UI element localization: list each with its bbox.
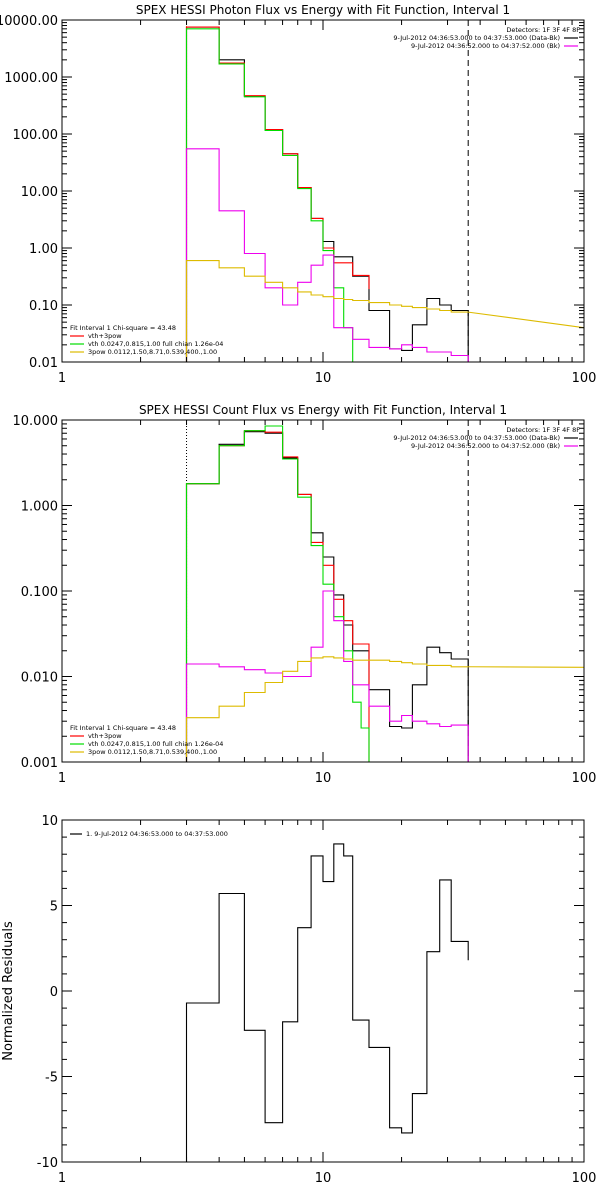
plot-area	[185, 843, 469, 1162]
x-tick-label: 100	[572, 371, 597, 386]
legend-entry-label: vth 0.0247,0.815,1.00 full chian 1.26e-0…	[88, 340, 223, 348]
legend-entry-label: 9-Jul-2012 04:36:52.000 to 04:37:52.000 …	[411, 442, 560, 450]
count-flux-panel: SPEX HESSI Count Flux vs Energy with Fit…	[13, 403, 597, 786]
legend-entry-label: 9-Jul-2012 04:36:53.000 to 04:37:53.000 …	[393, 34, 560, 42]
series-extrapolation-line	[468, 666, 584, 668]
residuals-panel: 1 10 100 -10 -5 0 5 10 Normalized Residuals 1. 9-…	[1, 814, 596, 1186]
series-vth-line	[185, 28, 354, 362]
legend-entry-label: 9-Jul-2012 04:36:53.000 to 04:37:53.000 …	[393, 434, 560, 442]
y-tick-label: 0.01	[29, 356, 58, 371]
y-tick-label: -10	[37, 1156, 58, 1171]
legend-top-left: 1. 9-Jul-2012 04:36:53.000 to 04:37:53.0…	[70, 830, 228, 838]
legend-entry-label: 3pow 0.0112,1.50,8.71,0.539,400.,1.00	[88, 348, 217, 356]
x-tick-label: 10	[315, 771, 332, 786]
series-vth-3pow-line	[185, 26, 370, 362]
series-background-line	[185, 590, 469, 762]
x-tick-label: 1	[58, 1171, 66, 1186]
y-tick-label: 10.000	[13, 414, 59, 429]
series-3pow-line	[185, 260, 469, 362]
y-tick-label: -5	[45, 1071, 58, 1086]
series-extrapolation-line	[468, 311, 584, 329]
legend-top-right: Detectors: 1F 3F 4F 8F9-Jul-2012 04:36:5…	[393, 426, 580, 450]
y-axis-label: Normalized Residuals	[1, 921, 16, 1061]
y-tick-label: 10000.00	[0, 14, 58, 29]
legend-fit-text: Fit Interval 1 Chi-square = 43.48	[70, 724, 176, 732]
y-tick-label: 0.100	[21, 585, 58, 600]
chart-title: SPEX HESSI Count Flux vs Energy with Fit…	[139, 403, 507, 417]
chart-title: SPEX HESSI Photon Flux vs Energy with Fi…	[136, 3, 510, 17]
x-tick-label: 10	[315, 371, 332, 386]
y-tick-label: 100.00	[13, 128, 59, 143]
legend-bottom-left: Fit Interval 1 Chi-square = 43.48vth+3po…	[70, 724, 223, 756]
legend-bottom-left: Fit Interval 1 Chi-square = 43.48vth+3po…	[70, 324, 223, 356]
legend-top-right: Detectors: 1F 3F 4F 8F9-Jul-2012 04:36:5…	[393, 26, 580, 50]
plot-area	[185, 420, 584, 762]
legend-fit-text: Fit Interval 1 Chi-square = 43.48	[70, 324, 176, 332]
legend-entry-label: vth+3pow	[88, 332, 122, 340]
y-tick-label: 0	[50, 985, 58, 1000]
legend-entry-label: 1. 9-Jul-2012 04:36:53.000 to 04:37:53.0…	[86, 830, 228, 838]
x-tick-label: 1	[58, 771, 66, 786]
x-tick-label: 100	[572, 1171, 597, 1186]
series-3pow-line	[185, 656, 469, 762]
y-tick-label: 0.10	[29, 299, 58, 314]
axes-frame	[61, 19, 585, 363]
y-tick-label: 0.001	[21, 756, 58, 771]
y-tick-label: 0.010	[21, 671, 58, 686]
plot-area	[185, 20, 584, 362]
y-tick-label: 10.00	[21, 185, 58, 200]
y-tick-label: 10	[41, 814, 58, 829]
y-tick-label: 5	[50, 900, 58, 915]
legend-detectors-text: Detectors: 1F 3F 4F 8F	[506, 26, 580, 34]
legend-entry-label: 3pow 0.0112,1.50,8.71,0.539,400.,1.00	[88, 748, 217, 756]
legend-entry-label: vth+3pow	[88, 732, 122, 740]
x-tick-label: 10	[315, 1171, 332, 1186]
y-tick-label: 1000.00	[4, 71, 58, 86]
legend-detectors-text: Detectors: 1F 3F 4F 8F	[506, 426, 580, 434]
series-data-line	[185, 26, 469, 362]
series-data-line	[185, 431, 469, 762]
y-tick-label: 1.000	[21, 500, 58, 515]
series-residuals-line	[185, 843, 469, 1162]
legend-entry-label: 9-Jul-2012 04:36:52.000 to 04:37:52.000 …	[411, 42, 560, 50]
photon-flux-panel: SPEX HESSI Photon Flux vs Energy with Fi…	[0, 3, 596, 386]
x-tick-label: 100	[572, 771, 597, 786]
series-vth-3pow-line	[185, 430, 370, 762]
y-tick-label: 1.00	[29, 242, 58, 257]
x-tick-label: 1	[58, 371, 66, 386]
series-background-line	[185, 148, 469, 362]
legend-entry-label: vth 0.0247,0.815,1.00 full chian 1.26e-0…	[88, 740, 223, 748]
series-vth-line	[185, 425, 370, 762]
